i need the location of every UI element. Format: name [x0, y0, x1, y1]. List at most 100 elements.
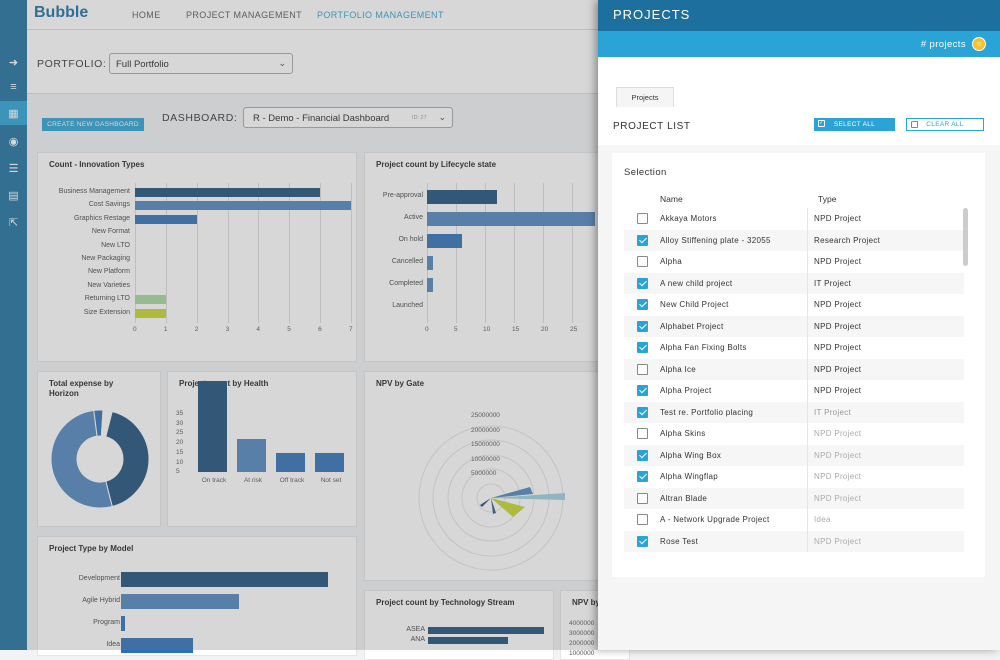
checklist-icon[interactable]: ☰ — [8, 162, 19, 175]
row-checkbox[interactable] — [637, 385, 648, 396]
column-header-name: Name — [660, 194, 683, 204]
radar-slice — [480, 498, 491, 507]
export-icon[interactable]: ⇱ — [8, 216, 19, 229]
row-checkbox[interactable] — [637, 299, 648, 310]
bar — [428, 637, 508, 644]
row-checkbox[interactable] — [637, 213, 648, 224]
table-row[interactable]: Alloy Stiffening plate - 32055 Research P… — [624, 229, 964, 251]
chart-title: NPV by Gate — [376, 379, 425, 388]
row-checkbox[interactable] — [637, 277, 648, 289]
table-row[interactable]: Rose Test NPD Project — [624, 530, 964, 552]
row-checkbox[interactable] — [637, 234, 648, 246]
table-row[interactable]: Akkaya Motors NPD Project — [624, 208, 964, 230]
nav-portfolio-management[interactable]: PORTFOLIO MANAGEMENT — [317, 10, 444, 20]
x-tick-label: 3 — [225, 326, 230, 333]
x-tick-label: 7 — [349, 326, 353, 333]
grid-line — [351, 183, 352, 323]
table-row[interactable]: Alpha Ice NPD Project — [624, 358, 964, 380]
project-type: NPD Project — [814, 300, 862, 309]
row-checkbox[interactable] — [637, 320, 648, 332]
category-label: Cancelled — [391, 258, 423, 265]
y-tick-label: 20 — [176, 439, 184, 447]
row-checkbox[interactable] — [637, 514, 648, 525]
column-divider — [807, 229, 808, 251]
column-divider — [807, 423, 808, 445]
scrollbar[interactable] — [963, 208, 968, 266]
radar-chart — [418, 425, 565, 571]
nav-home[interactable]: HOME — [132, 10, 161, 20]
bar — [121, 638, 194, 653]
table-row[interactable]: Test re. Portfolio placing IT Project — [624, 401, 964, 423]
modal-overlay[interactable] — [0, 0, 598, 650]
column-divider — [807, 294, 808, 316]
checkbox-icon: ✓ — [818, 120, 825, 127]
y-tick-label: 25 — [176, 429, 184, 437]
x-tick-label: 6 — [318, 326, 322, 333]
nav-project-management[interactable]: PROJECT MANAGEMENT — [186, 10, 303, 20]
table-row[interactable]: Alpha Skins NPD Project — [624, 423, 964, 445]
user-avatar-icon[interactable]: ☺ — [972, 37, 986, 51]
row-checkbox[interactable] — [637, 471, 648, 482]
bar — [427, 256, 433, 270]
table-row[interactable]: A new child project IT Project — [624, 272, 964, 294]
radar-slice — [491, 493, 565, 500]
row-checkbox[interactable] — [637, 363, 648, 375]
category-label: Pre-approval — [382, 192, 423, 199]
clear-all-button[interactable]: CLEAR ALL — [906, 118, 984, 131]
project-type: NPD Project — [814, 493, 862, 503]
radar-tick-label: 5000000 — [471, 470, 497, 477]
table-row[interactable]: Alpha Fan Fixing Bolts NPD Project — [624, 337, 964, 359]
grid-line — [258, 183, 260, 323]
chart-title: NPV by — [572, 598, 601, 607]
project-name: Alpha Skins — [660, 429, 706, 438]
y-tick-label: 5 — [176, 468, 180, 476]
x-tick-label: 10 — [483, 326, 491, 333]
row-checkbox[interactable] — [637, 492, 648, 504]
table-row[interactable]: A - Network Upgrade Project Idea — [624, 509, 964, 531]
report-icon[interactable]: ▤ — [8, 189, 19, 202]
radar-slice — [491, 498, 525, 517]
bar — [427, 190, 497, 204]
category-label: Program — [93, 619, 120, 626]
table-row[interactable]: Altran Blade NPD Project — [624, 487, 964, 509]
selection-title: Selection — [624, 167, 667, 178]
dashboard-icon[interactable]: ▦ — [0, 101, 27, 125]
grid-line — [165, 183, 167, 323]
table-row[interactable]: Alpha Project NPD Project — [624, 380, 964, 402]
table-row[interactable]: Alpha NPD Project — [624, 251, 964, 273]
column-divider — [807, 509, 808, 531]
chevron-down-icon: ⌄ — [438, 112, 446, 122]
row-checkbox[interactable] — [637, 428, 648, 439]
project-type: Research Project — [814, 235, 881, 245]
category-label: Active — [403, 214, 423, 221]
chart-title: Total expense by Horizon — [49, 379, 114, 398]
table-row[interactable]: Alphabet Project NPD Project — [624, 315, 964, 337]
row-checkbox[interactable] — [637, 342, 648, 353]
row-checkbox[interactable] — [637, 406, 648, 418]
category-label: ASEA — [406, 626, 425, 633]
table-row[interactable]: Alpha Wing Box NPD Project — [624, 444, 964, 466]
clear-all-label: CLEAR ALL — [926, 121, 964, 128]
chart-title: Project count by Lifecycle state — [376, 160, 497, 169]
arrow-right-icon[interactable]: ➜ — [8, 56, 19, 69]
selection-card: Selection Name Type Akkaya Motors NPD Pro… — [612, 153, 985, 577]
portfolio-select[interactable]: Full Portfolio ⌄ — [109, 53, 293, 74]
compass-icon[interactable]: ◉ — [8, 135, 19, 148]
column-divider — [807, 337, 808, 359]
row-checkbox[interactable] — [637, 535, 648, 547]
category-label: Business Management — [58, 188, 130, 195]
list-icon[interactable]: ≡ — [10, 81, 17, 93]
select-all-button[interactable]: ✓ SELECT ALL — [814, 118, 895, 131]
category-label: Size Extension — [83, 308, 130, 316]
tab-projects[interactable]: Projects — [616, 87, 674, 107]
grid-line — [289, 183, 291, 323]
table-row[interactable]: Alpha Wingflap NPD Project — [624, 466, 964, 488]
category-label: Not set — [320, 477, 342, 484]
table-row[interactable]: New Child Project NPD Project — [624, 294, 964, 316]
radar-tick-label: 10000000 — [471, 455, 500, 463]
create-new-dashboard-button[interactable]: CREATE NEW DASHBOARD — [42, 118, 144, 131]
row-checkbox[interactable] — [637, 256, 648, 267]
row-checkbox[interactable] — [637, 449, 648, 461]
dashboard-select[interactable]: R - Demo - Financial Dashboard ID: 27 ⌄ — [243, 107, 453, 128]
panel-header: PROJECTS — [598, 0, 1000, 31]
